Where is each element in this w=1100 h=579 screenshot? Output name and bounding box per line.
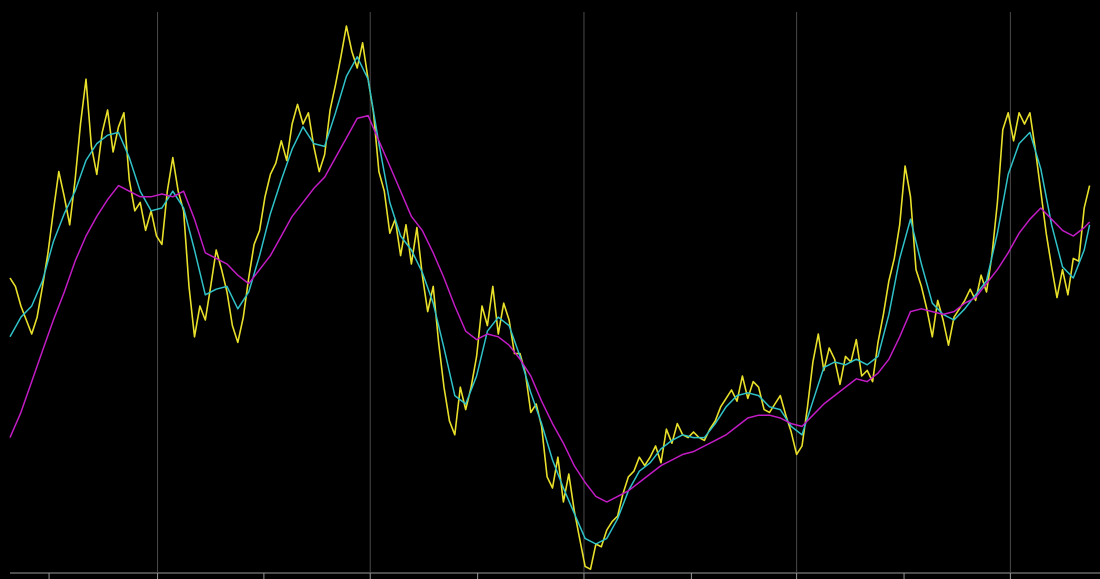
series-line-ma-short xyxy=(9,56,1091,545)
series-line-ma-long xyxy=(9,114,1091,503)
series-line-price xyxy=(9,25,1091,571)
vertical-gridlines xyxy=(157,12,1011,572)
series-group xyxy=(9,25,1091,571)
x-axis xyxy=(10,572,1100,579)
